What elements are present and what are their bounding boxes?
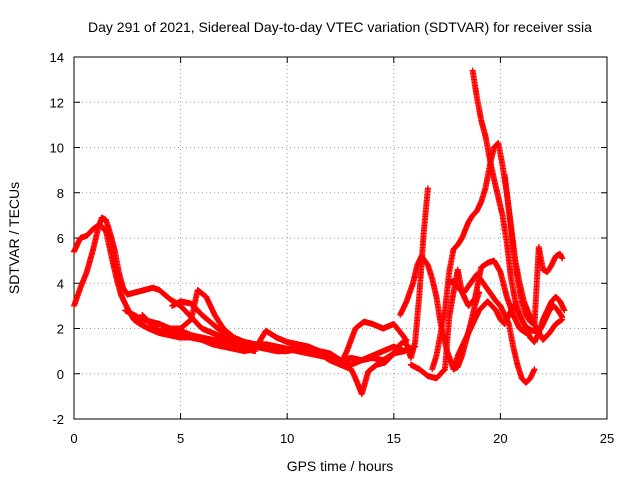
x-tick-label: 0 bbox=[70, 431, 77, 446]
chart-title: Day 291 of 2021, Sidereal Day-to-day VTE… bbox=[88, 19, 592, 35]
x-tick-label: 25 bbox=[600, 431, 614, 446]
data-points bbox=[71, 67, 568, 398]
y-tick-label: -2 bbox=[52, 412, 64, 427]
series-track-6 bbox=[177, 185, 431, 368]
y-tick-label: 12 bbox=[50, 95, 64, 110]
x-tick-label: 20 bbox=[493, 431, 507, 446]
y-tick-label: 8 bbox=[57, 186, 64, 201]
y-tick-label: 10 bbox=[50, 141, 64, 156]
y-tick-label: 14 bbox=[50, 50, 64, 65]
axis-ticks bbox=[73, 56, 608, 420]
y-tick-label: 0 bbox=[57, 367, 64, 382]
y-tick-label: 6 bbox=[57, 231, 64, 246]
x-tick-label: 5 bbox=[177, 431, 184, 446]
y-tick-labels: -2 0 2 4 6 8 10 12 14 bbox=[50, 50, 64, 427]
x-axis-title: GPS time / hours bbox=[287, 458, 394, 474]
x-tick-label: 10 bbox=[280, 431, 294, 446]
y-tick-label: 4 bbox=[57, 276, 64, 291]
x-tick-label: 15 bbox=[387, 431, 401, 446]
x-tick-labels: 0 5 10 15 20 25 bbox=[70, 431, 614, 446]
y-axis-title: SDTVAR / TECUs bbox=[6, 182, 22, 294]
y-tick-label: 2 bbox=[57, 322, 64, 337]
series-track-3 bbox=[122, 287, 408, 364]
